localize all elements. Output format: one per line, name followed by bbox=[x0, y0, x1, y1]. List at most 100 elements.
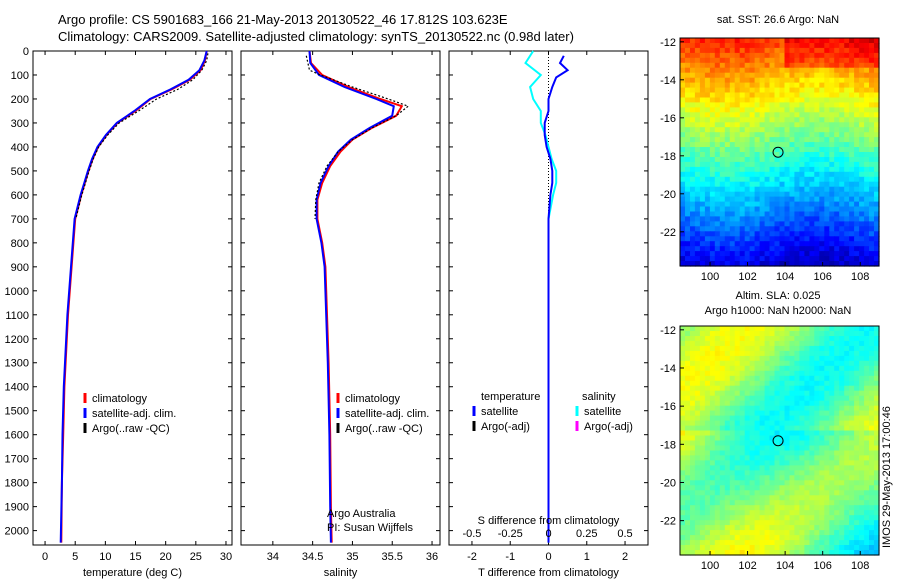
s-tick-label: 0.5 bbox=[617, 528, 632, 540]
x-tick-label: 1 bbox=[584, 551, 590, 563]
s-tick-label: -0.25 bbox=[498, 528, 523, 540]
sst-x-tick-label: 102 bbox=[738, 271, 756, 283]
sla-x-tick-label: 108 bbox=[851, 560, 869, 572]
y-tick-label: 100 bbox=[11, 70, 29, 82]
y-tick-label: 600 bbox=[11, 190, 29, 202]
x-tick-label: 30 bbox=[220, 551, 232, 563]
imos-timestamp: IMOS 29-May-2013 17:00:46 bbox=[881, 406, 893, 548]
s-tick-label: -0.5 bbox=[462, 528, 481, 540]
x-tick-label: 20 bbox=[160, 551, 172, 563]
diff-legend-temp-label: Argo(-adj) bbox=[481, 421, 530, 433]
diff-legend-temp-label: satellite bbox=[481, 406, 518, 418]
sst-x-tick-label: 104 bbox=[776, 271, 794, 283]
sla-y-tick-label: -22 bbox=[660, 516, 676, 528]
y-tick-label: 1200 bbox=[5, 334, 29, 346]
series-satellite-adj bbox=[59, 50, 208, 543]
y-tick-label: 2000 bbox=[5, 526, 29, 538]
temp-legend-label: satellite-adj. clim. bbox=[92, 408, 176, 420]
x-axis-label: salinity bbox=[324, 567, 358, 579]
y-tick-label: 0 bbox=[23, 46, 29, 58]
series-salinity-satellite bbox=[524, 50, 558, 543]
x-axis-label: temperature (deg C) bbox=[83, 567, 182, 579]
sla-x-tick-label: 106 bbox=[813, 560, 831, 572]
x-tick-label: 5 bbox=[72, 551, 78, 563]
sal-legend-label: climatology bbox=[345, 393, 401, 405]
sst-x-tick-label: 108 bbox=[851, 271, 869, 283]
sst-y-tick-label: -18 bbox=[660, 151, 676, 163]
x-tick-label: 15 bbox=[129, 551, 141, 563]
x-tick-label: 0 bbox=[42, 551, 48, 563]
panel-2-frame bbox=[240, 50, 441, 546]
figure-title-line-2: Climatology: CARS2009. Satellite-adjuste… bbox=[58, 29, 574, 44]
diff-legend-sal-label: satellite bbox=[584, 406, 621, 418]
sst-x-tick-label: 100 bbox=[701, 271, 719, 283]
x-tick-label: 36 bbox=[426, 551, 438, 563]
sla-y-tick-label: -20 bbox=[660, 477, 676, 489]
x-tick-label: 35.5 bbox=[382, 551, 403, 563]
y-tick-label: 1000 bbox=[5, 286, 29, 298]
sst-map-frame bbox=[679, 37, 880, 267]
panel-1-frame bbox=[32, 50, 233, 546]
annotation-pi: PI: Susan Wijffels bbox=[327, 522, 413, 534]
series-argo bbox=[305, 55, 410, 219]
diff-legend-sal-label: Argo(-adj) bbox=[584, 421, 633, 433]
s-tick-label: 0.25 bbox=[576, 528, 597, 540]
x-tick-label: 34.5 bbox=[302, 551, 323, 563]
y-tick-label: 800 bbox=[11, 238, 29, 250]
x-tick-label: 0 bbox=[545, 551, 551, 563]
sla-argo-position-marker bbox=[772, 435, 784, 447]
x-tick-label: 2 bbox=[622, 551, 628, 563]
y-tick-label: 1700 bbox=[5, 454, 29, 466]
sal-legend-label: satellite-adj. clim. bbox=[345, 408, 429, 420]
series-climatology bbox=[60, 50, 208, 543]
sla-y-tick-label: -14 bbox=[660, 363, 676, 375]
s-axis-label: S difference from climatology bbox=[478, 515, 620, 527]
x-tick-label: 10 bbox=[99, 551, 111, 563]
annotation-argo-australia: Argo Australia bbox=[327, 508, 396, 520]
y-tick-label: 1500 bbox=[5, 406, 29, 418]
y-tick-label: 1400 bbox=[5, 382, 29, 394]
y-tick-label: 500 bbox=[11, 166, 29, 178]
sst-y-tick-label: -22 bbox=[660, 227, 676, 239]
series-argo bbox=[75, 53, 209, 220]
y-tick-label: 400 bbox=[11, 142, 29, 154]
sst-y-tick-label: -16 bbox=[660, 113, 676, 125]
sla-map-title-1: Altim. SLA: 0.025 bbox=[735, 290, 821, 302]
x-tick-label: -1 bbox=[505, 551, 515, 563]
x-tick-label: -2 bbox=[467, 551, 477, 563]
sst-y-tick-label: -14 bbox=[660, 75, 676, 87]
diff-legend-temp-title: temperature bbox=[481, 391, 540, 403]
sal-legend-label: Argo(..raw -QC) bbox=[345, 423, 423, 435]
sst-map-title: sat. SST: 26.6 Argo: NaN bbox=[716, 14, 840, 26]
sla-x-tick-label: 100 bbox=[701, 560, 719, 572]
y-tick-label: 1900 bbox=[5, 502, 29, 514]
x-tick-label: 25 bbox=[190, 551, 202, 563]
x-axis-label: T difference from climatology bbox=[478, 567, 619, 579]
sla-x-tick-label: 104 bbox=[776, 560, 794, 572]
y-tick-label: 200 bbox=[11, 94, 29, 106]
x-tick-label: 35 bbox=[346, 551, 358, 563]
sst-argo-position-marker bbox=[772, 146, 784, 158]
temp-legend-label: Argo(..raw -QC) bbox=[92, 423, 170, 435]
sla-y-tick-label: -18 bbox=[660, 439, 676, 451]
sla-y-tick-label: -16 bbox=[660, 401, 676, 413]
sla-x-tick-label: 102 bbox=[738, 560, 756, 572]
s-tick-label: 0 bbox=[545, 528, 551, 540]
temp-legend-label: climatology bbox=[92, 393, 148, 405]
y-tick-label: 300 bbox=[11, 118, 29, 130]
sla-map-frame bbox=[679, 325, 880, 556]
x-tick-label: 34 bbox=[267, 551, 279, 563]
y-tick-label: 1800 bbox=[5, 478, 29, 490]
sst-y-tick-label: -20 bbox=[660, 189, 676, 201]
sst-map bbox=[680, 38, 880, 267]
sst-x-tick-label: 106 bbox=[813, 271, 831, 283]
y-tick-label: 1300 bbox=[5, 358, 29, 370]
sla-map-title-2: Argo h1000: NaN h2000: NaN bbox=[704, 305, 852, 317]
series-satellite-adj bbox=[308, 50, 395, 543]
diff-legend-sal-title: salinity bbox=[582, 391, 616, 403]
y-tick-label: 1600 bbox=[5, 430, 29, 442]
series-climatology bbox=[308, 50, 404, 543]
y-tick-label: 700 bbox=[11, 214, 29, 226]
